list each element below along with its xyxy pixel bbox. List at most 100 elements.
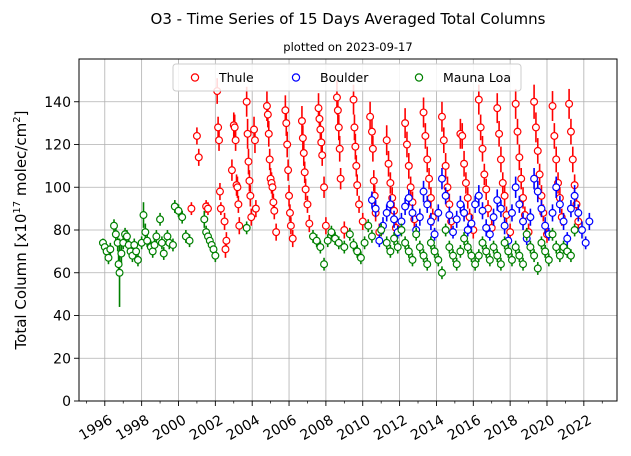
- legend-label: Boulder: [320, 70, 369, 85]
- data-point: [117, 249, 126, 258]
- data-point: [552, 183, 561, 192]
- data-point: [367, 196, 376, 205]
- data-point: [185, 236, 194, 245]
- data-point: [515, 251, 524, 260]
- data-point: [323, 236, 332, 245]
- legend-marker: [190, 73, 200, 82]
- data-point: [317, 138, 326, 147]
- data-point: [555, 251, 564, 260]
- data-point: [242, 97, 251, 106]
- data-point: [439, 136, 448, 145]
- data-point: [349, 240, 358, 249]
- series-mauna-loa: [98, 200, 579, 307]
- data-point: [111, 230, 120, 239]
- data-point: [550, 131, 559, 140]
- data-point: [541, 247, 550, 256]
- data-point: [192, 131, 201, 140]
- data-point: [340, 243, 349, 252]
- data-point: [511, 183, 520, 192]
- data-point: [566, 204, 575, 213]
- data-point: [351, 142, 360, 151]
- data-point: [104, 253, 113, 262]
- y-tick-label: 140: [44, 95, 71, 111]
- data-point: [489, 243, 498, 252]
- data-point: [227, 166, 236, 175]
- y-axis-label-mid: molec/cm: [12, 123, 30, 201]
- x-tick-label: 2022: [556, 412, 595, 444]
- data-point: [235, 221, 244, 230]
- y-tick-label: 100: [44, 180, 71, 196]
- data-point: [535, 170, 544, 179]
- data-point: [537, 238, 546, 247]
- data-point: [437, 174, 446, 183]
- data-point: [467, 251, 476, 260]
- data-point: [384, 159, 393, 168]
- data-point: [530, 174, 539, 183]
- data-point: [555, 200, 564, 209]
- data-point: [174, 206, 183, 215]
- data-point: [526, 213, 535, 222]
- data-point: [461, 178, 470, 187]
- data-point: [437, 112, 446, 121]
- data-point: [463, 193, 472, 202]
- data-point: [401, 202, 410, 211]
- data-point: [404, 247, 413, 256]
- data-point: [288, 234, 297, 243]
- data-point: [200, 215, 209, 224]
- data-point: [489, 213, 498, 222]
- data-point: [305, 219, 314, 228]
- data-point: [519, 217, 528, 226]
- data-point: [548, 230, 557, 239]
- data-point: [425, 174, 434, 183]
- x-tick-label: 2016: [445, 412, 484, 444]
- data-point: [441, 226, 450, 235]
- data-point: [526, 243, 535, 252]
- data-point: [552, 243, 561, 252]
- data-point: [300, 168, 309, 177]
- data-point: [386, 200, 395, 209]
- data-point: [356, 253, 365, 262]
- data-point: [246, 191, 255, 200]
- data-point: [421, 131, 430, 140]
- y-axis-label-end: ]: [12, 111, 30, 117]
- data-point: [332, 93, 341, 102]
- data-point: [320, 260, 329, 269]
- data-point: [519, 260, 528, 269]
- data-point: [367, 232, 376, 241]
- data-point: [401, 238, 410, 247]
- data-point: [482, 247, 491, 256]
- data-point: [366, 112, 375, 121]
- data-point: [565, 99, 574, 108]
- data-point: [485, 230, 494, 239]
- data-point: [482, 223, 491, 232]
- data-point: [482, 185, 491, 194]
- data-point: [262, 102, 271, 111]
- data-point: [474, 191, 483, 200]
- data-point: [247, 213, 256, 222]
- data-point: [333, 106, 342, 115]
- data-point: [474, 251, 483, 260]
- data-point: [303, 200, 312, 209]
- data-point: [531, 123, 540, 132]
- data-point: [419, 108, 428, 117]
- data-point: [209, 245, 218, 254]
- data-point: [355, 200, 364, 209]
- data-point: [406, 183, 415, 192]
- x-tick-label: 2010: [334, 412, 373, 444]
- legend-label: Thule: [218, 70, 254, 85]
- data-point: [231, 136, 240, 145]
- data-point: [371, 204, 380, 213]
- data-point: [434, 255, 443, 264]
- data-point: [474, 95, 483, 104]
- data-point: [401, 119, 410, 128]
- data-point: [367, 127, 376, 136]
- data-point: [458, 131, 467, 140]
- data-point: [299, 149, 308, 158]
- x-tick-label: 2014: [408, 412, 447, 444]
- data-point: [566, 127, 575, 136]
- data-point: [530, 97, 539, 106]
- data-point: [132, 247, 141, 256]
- data-point: [316, 243, 325, 252]
- data-point: [152, 232, 161, 241]
- data-point: [245, 176, 254, 185]
